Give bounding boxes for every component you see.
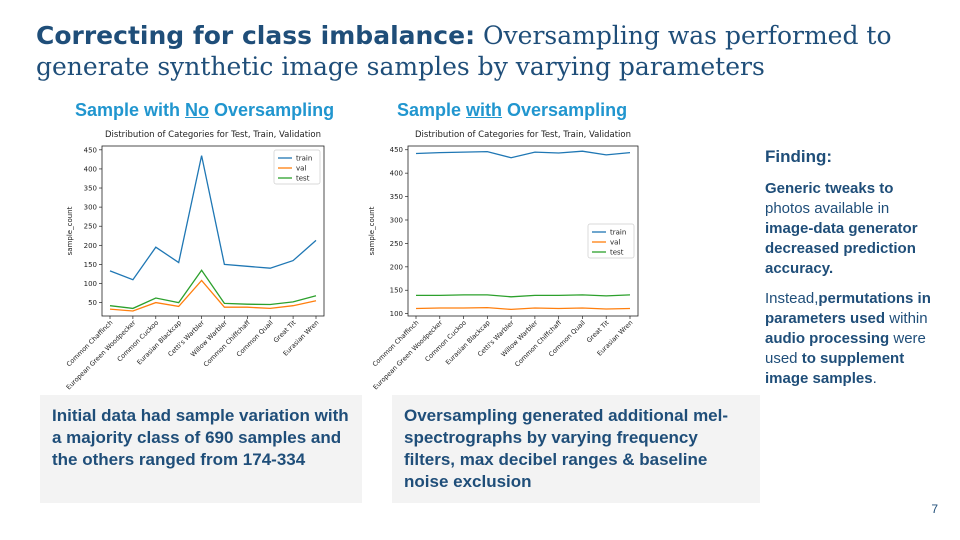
finding-p1-a: Generic tweaks to <box>765 180 894 197</box>
y-tick-label: 250 <box>390 240 403 248</box>
right-heading-underlined: with <box>466 100 503 120</box>
left-heading-underlined: No <box>185 100 210 120</box>
x-tick-label: Common Cuckoo <box>116 319 161 364</box>
y-tick-label: 150 <box>390 287 403 295</box>
finding-p1-c: image-data generator decreased predictio… <box>765 220 918 277</box>
finding-p2-g: . <box>872 370 877 387</box>
y-tick-label: 250 <box>84 223 97 231</box>
y-tick-label: 450 <box>390 146 403 154</box>
chart-with-oversampling: Distribution of Categories for Test, Tra… <box>368 130 639 390</box>
y-tick-label: 400 <box>390 170 403 178</box>
y-tick-label: 350 <box>390 193 403 201</box>
slide-title: Correcting for class imbalance: Oversamp… <box>36 20 936 82</box>
legend-label: test <box>296 175 310 183</box>
series-line-val <box>415 306 631 311</box>
y-tick-label: 300 <box>84 204 97 212</box>
finding-panel: Finding: Generic tweaks to photos availa… <box>765 147 940 399</box>
legend-label: test <box>610 249 624 257</box>
y-tick-label: 100 <box>390 310 403 318</box>
finding-p2-f: to supplement image samples <box>765 350 905 387</box>
y-tick-label: 300 <box>390 216 403 224</box>
left-chart-heading: Sample with No Oversampling <box>75 100 334 121</box>
x-tick-label: Eurasian Blackcap <box>444 319 492 367</box>
plot-frame <box>101 145 325 317</box>
page-number: 7 <box>931 502 938 516</box>
title-bold: Correcting for class imbalance: <box>36 21 476 50</box>
legend-label: train <box>610 229 626 237</box>
series-line-train <box>109 155 317 281</box>
chart-no-oversampling: Distribution of Categories for Test, Tra… <box>65 130 325 390</box>
finding-p2-e: were used <box>765 330 926 367</box>
y-tick-label: 200 <box>84 242 97 250</box>
series-line-train <box>415 150 631 159</box>
plot-frame <box>407 145 639 317</box>
series-line-test <box>416 294 631 298</box>
finding-heading: Finding: <box>765 147 833 166</box>
finding-p1-b: photos available in <box>765 200 890 217</box>
legend-label: val <box>610 239 620 247</box>
y-tick-label: 350 <box>84 185 97 193</box>
y-tick-label: 50 <box>88 299 97 307</box>
right-heading-post: Oversampling <box>502 100 628 120</box>
right-caption-box: Oversampling generated additional mel-sp… <box>392 395 760 503</box>
y-tick-label: 150 <box>84 261 97 269</box>
legend-label: train <box>296 155 312 163</box>
y-axis-label: sample_count <box>66 206 74 255</box>
y-tick-label: 100 <box>84 280 97 288</box>
series-line-val <box>109 279 317 312</box>
left-caption-box: Initial data had sample variation with a… <box>40 395 362 503</box>
x-tick-label: Common Cuckoo <box>423 319 468 364</box>
y-tick-label: 400 <box>84 165 97 173</box>
finding-p2-a: Instead, <box>765 290 819 307</box>
finding-p2-b: permutations in parameters used <box>765 290 931 327</box>
left-heading-post: Oversampling <box>209 100 335 120</box>
right-heading-pre: Sample <box>397 100 467 120</box>
right-chart-heading: Sample with Oversampling <box>397 100 627 121</box>
y-axis-label: sample_count <box>368 206 376 255</box>
chart-title: Distribution of Categories for Test, Tra… <box>415 130 631 140</box>
finding-p2-d: audio processing <box>765 330 890 347</box>
finding-paragraph-2: Instead,permutations in parameters used … <box>765 289 940 389</box>
legend-label: val <box>296 165 306 173</box>
title-rest: Oversampling was performed to generate s… <box>36 21 892 81</box>
y-tick-label: 450 <box>84 146 97 154</box>
finding-p2-c: within <box>885 310 928 327</box>
chart-title: Distribution of Categories for Test, Tra… <box>105 130 321 140</box>
series-line-test <box>109 269 317 310</box>
left-heading-pre: Sample with <box>75 100 186 120</box>
y-tick-label: 200 <box>390 263 403 271</box>
finding-paragraph-1: Generic tweaks to photos available in im… <box>765 179 940 279</box>
